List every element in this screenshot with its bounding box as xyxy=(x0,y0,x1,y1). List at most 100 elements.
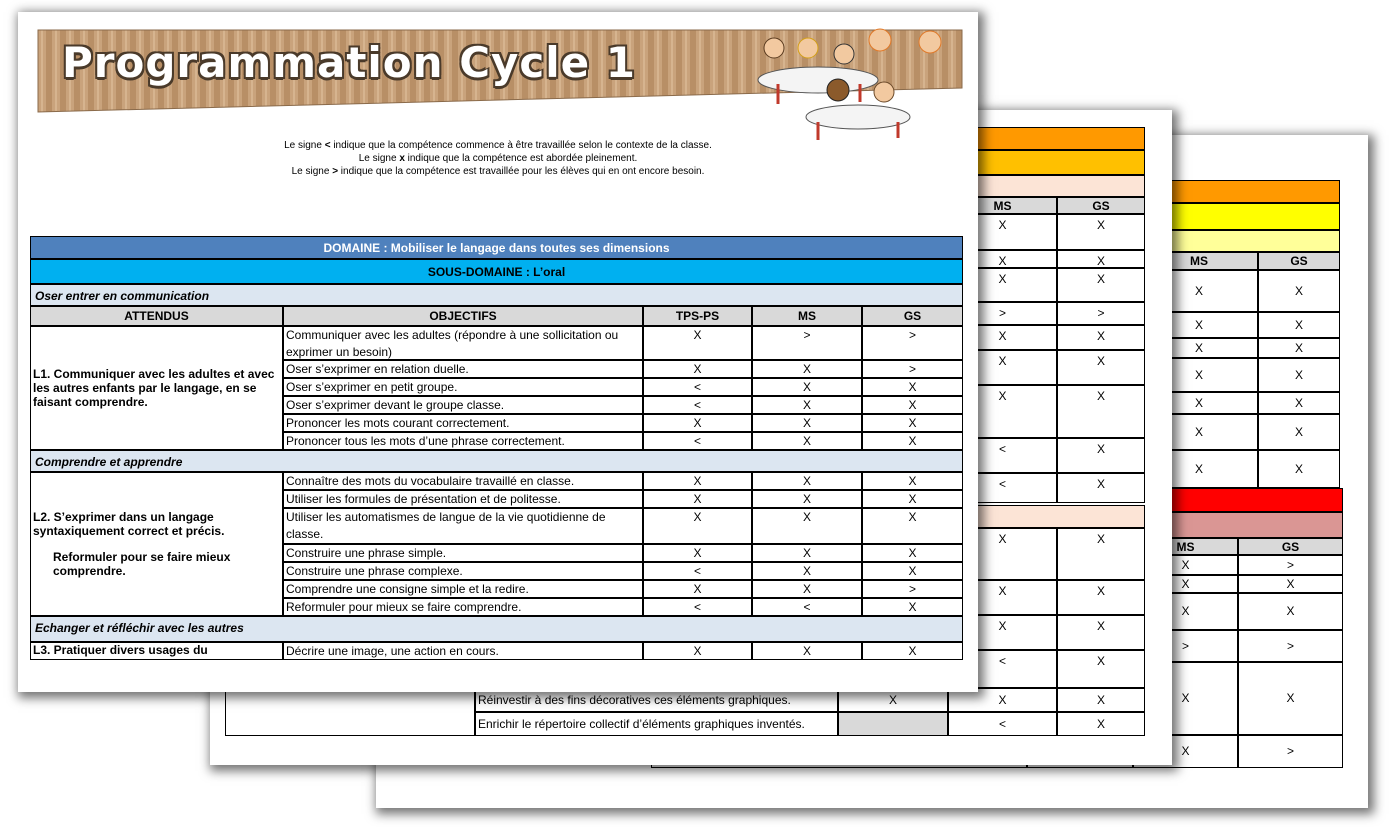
level-cell: X xyxy=(752,562,862,580)
level-cell: X xyxy=(862,472,963,490)
level-cell: X xyxy=(752,642,862,660)
children-illustration xyxy=(757,28,942,140)
level-cell: X xyxy=(862,642,963,660)
legend-line: Le signe x indique que la compétence est… xyxy=(18,152,978,165)
attendu-text: Reformuler pour se faire mieux comprendr… xyxy=(53,550,231,578)
objective-cell: Connaître des mots du vocabulaire travai… xyxy=(283,472,643,490)
legend-sign: > xyxy=(332,166,339,177)
level-cell: X xyxy=(1238,593,1343,630)
objective-cell: Enrichir le répertoire collectif d’éléme… xyxy=(475,712,838,736)
level-cell: X xyxy=(643,642,752,660)
legend-text: Le signe xyxy=(291,166,333,177)
level-cell: X xyxy=(1258,312,1340,338)
level-cell: X xyxy=(1258,270,1340,312)
level-cell: X xyxy=(643,472,752,490)
level-cell: > xyxy=(862,580,963,598)
level-cell: X xyxy=(1057,528,1145,580)
level-cell: X xyxy=(752,472,862,490)
level-cell: X xyxy=(862,432,963,450)
column-header: GS xyxy=(1238,538,1343,555)
attendu-cell: L1. Communiquer avec les adultes et avec… xyxy=(30,326,283,450)
level-cell: X xyxy=(643,580,752,598)
level-cell: X xyxy=(1258,338,1340,358)
front-page: Programmation Cycle 1 Le signe < indique… xyxy=(18,12,978,692)
legend-text: indique que la compétence est abordée pl… xyxy=(404,153,638,164)
level-cell: X xyxy=(643,490,752,508)
level-cell: X xyxy=(862,544,963,562)
objective-cell: Utiliser les automatismes de langue de l… xyxy=(283,508,643,544)
column-header: GS xyxy=(862,306,963,326)
level-cell: X xyxy=(752,432,862,450)
level-cell: X xyxy=(1057,268,1145,302)
level-cell: > xyxy=(862,360,963,378)
attendu-cell: L3. Pratiquer divers usages du xyxy=(30,642,283,660)
level-cell: X xyxy=(643,360,752,378)
objective-cell: Construire une phrase simple. xyxy=(283,544,643,562)
level-cell: > xyxy=(1238,555,1343,575)
level-cell: < xyxy=(643,432,752,450)
level-cell: X xyxy=(1057,385,1145,438)
level-cell: X xyxy=(752,580,862,598)
level-cell: < xyxy=(752,598,862,616)
level-cell: X xyxy=(1057,325,1145,350)
level-cell: X xyxy=(752,544,862,562)
objective-cell: Décrire une image, une action en cours. xyxy=(283,642,643,660)
level-cell: X xyxy=(1057,250,1145,268)
level-cell: X xyxy=(1258,358,1340,392)
level-cell: > xyxy=(1238,735,1343,768)
subdomain-row: SOUS-DOMAINE : L’oral xyxy=(30,259,963,284)
objective-cell: Construire une phrase complexe. xyxy=(283,562,643,580)
level-cell: < xyxy=(643,562,752,580)
attendu-text: L3. Pratiquer divers usages du xyxy=(33,643,208,657)
objective-cell: Comprendre une consigne simple et la red… xyxy=(283,580,643,598)
objective-cell: Communiquer avec les adultes (répondre à… xyxy=(283,326,643,360)
level-cell: X xyxy=(1057,350,1145,385)
column-header: OBJECTIFS xyxy=(283,306,643,326)
level-cell: X xyxy=(1258,392,1340,414)
level-cell: < xyxy=(948,712,1057,736)
section-row: Oser entrer en communication xyxy=(30,284,963,306)
objective-cell: Oser s’exprimer en petit groupe. xyxy=(283,378,643,396)
level-cell: < xyxy=(643,598,752,616)
level-cell: > xyxy=(862,326,963,360)
level-cell: X xyxy=(643,414,752,432)
level-cell: > xyxy=(752,326,862,360)
objective-cell: Reformuler pour mieux se faire comprendr… xyxy=(283,598,643,616)
shaded-cell xyxy=(838,712,948,736)
objective-cell: Oser s’exprimer en relation duelle. xyxy=(283,360,643,378)
level-cell: < xyxy=(643,396,752,414)
column-header: TPS-PS xyxy=(643,306,752,326)
legend-sign: < xyxy=(324,140,331,151)
attendu-text: L2. S’exprimer dans un langage syntaxiqu… xyxy=(33,510,225,538)
objective-cell: Prononcer tous les mots d’une phrase cor… xyxy=(283,432,643,450)
legend-text: indique que la compétence commence à êtr… xyxy=(330,140,712,151)
legend-text: Le signe xyxy=(284,140,325,151)
level-cell: > xyxy=(1057,302,1145,325)
banner-title: Programmation Cycle 1 xyxy=(62,38,637,87)
level-cell: X xyxy=(1057,712,1145,736)
level-cell: X xyxy=(1057,650,1145,688)
level-cell: > xyxy=(1238,630,1343,662)
attendu-cell: L2. S’exprimer dans un langage syntaxiqu… xyxy=(30,472,283,616)
level-cell: X xyxy=(862,598,963,616)
level-cell: X xyxy=(948,688,1057,712)
level-cell: X xyxy=(1238,575,1343,593)
level-cell: X xyxy=(862,508,963,544)
level-cell: X xyxy=(862,396,963,414)
level-cell: X xyxy=(752,378,862,396)
objective-cell: Utiliser les formules de présentation et… xyxy=(283,490,643,508)
banner xyxy=(37,28,963,140)
objective-cell: Oser s’exprimer devant le groupe classe. xyxy=(283,396,643,414)
level-cell: X xyxy=(862,414,963,432)
legend-line: Le signe < indique que la compétence com… xyxy=(18,139,978,152)
level-cell: X xyxy=(752,360,862,378)
level-cell: X xyxy=(1057,214,1145,250)
section-row: Comprendre et apprendre xyxy=(30,450,963,472)
level-cell: X xyxy=(1057,615,1145,650)
level-cell: X xyxy=(643,508,752,544)
level-cell: X xyxy=(862,378,963,396)
level-cell: X xyxy=(752,414,862,432)
legend-text: Le signe xyxy=(358,153,400,164)
level-cell: X xyxy=(643,326,752,360)
